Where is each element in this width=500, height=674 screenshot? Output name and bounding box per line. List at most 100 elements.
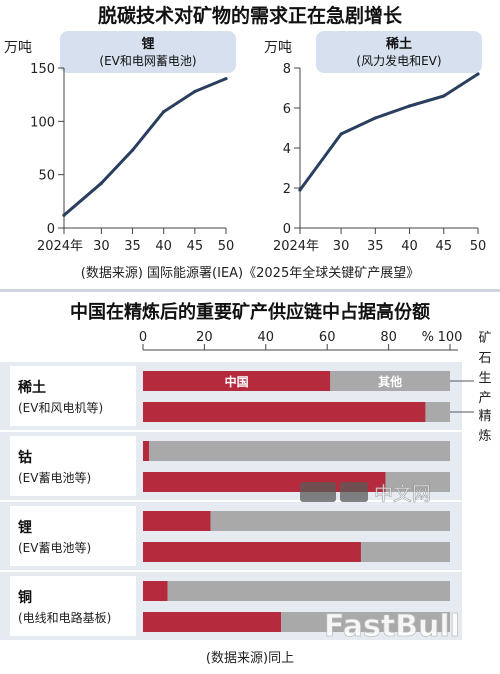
data-point	[339, 132, 343, 136]
x-tick-label: 35	[124, 239, 141, 254]
y-tick-label: 0	[283, 222, 291, 237]
mineral-label-box	[10, 436, 136, 496]
mineral-name: 铜	[18, 589, 32, 606]
refining-other-bar	[281, 612, 450, 632]
chart-subtitle: (EV和电网蓄电池)	[99, 54, 196, 68]
data-point	[407, 104, 412, 108]
mineral-desc: (EV蓄电池等)	[18, 471, 91, 485]
mineral-desc: (电线和电路基板)	[18, 610, 111, 625]
y-axis-unit: 万吨	[4, 40, 32, 56]
data-point	[373, 116, 377, 120]
right-label-refining-char: 炼	[478, 429, 491, 444]
chart-title: 稀土	[386, 36, 412, 52]
y-tick-label: 0	[47, 222, 55, 237]
refining-china-bar	[143, 612, 282, 632]
bottom-title: 中国在精炼后的重要矿产供应链中占据高份额	[70, 301, 430, 323]
mineral-name: 锂	[18, 519, 32, 536]
x-tick-label: 2024年	[273, 239, 319, 254]
mineral-desc: (EV和风电机等)	[18, 401, 103, 415]
y-tick-label: 6	[283, 102, 291, 117]
data-point	[224, 77, 228, 81]
x-tick-label: 45	[435, 239, 452, 254]
fastbull-watermark: FastBull	[324, 609, 460, 644]
section-divider	[0, 289, 500, 292]
x-tick-label: 20	[196, 330, 213, 345]
mining-other-bar	[149, 441, 450, 461]
top-source: (数据来源) 国际能源署(IEA)《2025年全球关键矿产展望》	[81, 265, 419, 281]
top-title: 脱碳技术对矿物的需求正在急剧增长	[98, 4, 403, 27]
mining-china-bar	[143, 511, 211, 531]
mineral-group-1: 钴 (EV蓄电池等)	[0, 432, 462, 500]
mineral-label-box	[10, 506, 136, 566]
bottom-source: (数据来源)同上	[206, 651, 294, 666]
chart-header-panel	[316, 31, 482, 73]
x-tick-label: 80	[380, 330, 397, 345]
refining-china-bar	[143, 542, 361, 562]
mineral-desc: (EV蓄电池等)	[18, 541, 91, 555]
chart-header-panel	[60, 31, 236, 73]
x-tick-label: 50	[218, 239, 235, 254]
data-point	[476, 72, 480, 76]
right-label-refining: 精炼	[478, 409, 491, 444]
right-label-mining-char: 生	[478, 371, 491, 386]
mining-other-bar	[330, 371, 450, 391]
right-label-mining-char: 矿	[478, 331, 491, 346]
y-tick-label: 4	[283, 142, 291, 157]
data-point	[99, 181, 103, 185]
chart-title: 锂	[141, 36, 154, 52]
refining-china-bar	[143, 402, 426, 422]
x-tick-label: 50	[470, 239, 487, 254]
data-point	[298, 188, 302, 192]
chart-subtitle: (风力发电和EV)	[356, 53, 441, 68]
x-tick-label: 40	[155, 239, 172, 254]
y-tick-label: 150	[30, 62, 55, 77]
y-axis-unit: 万吨	[264, 40, 292, 56]
refining-other-bar	[360, 542, 450, 562]
refining-other-bar	[385, 472, 450, 492]
mineral-label-box	[10, 366, 136, 426]
mineral-group-2: 锂 (EV蓄电池等)	[0, 502, 462, 570]
data-point	[442, 94, 446, 98]
right-label-mining-char: 石	[478, 351, 491, 366]
supply-chain-bar-chart: 0 20 40 60 80 100% 稀土 (EV和风电机等) 中国 其他钴 (EV蓄电池等) 锂 (E…	[0, 330, 492, 640]
demand-series-line	[298, 72, 480, 192]
x-tick-label: 35	[367, 239, 384, 254]
legend-china-label: 中国	[225, 374, 249, 389]
x-tick-label: 30	[333, 239, 350, 254]
data-point	[193, 89, 197, 94]
y-tick-label: 8	[283, 62, 291, 77]
mining-other-bar	[210, 511, 450, 531]
nikkei-watermark: 中文网	[300, 482, 431, 505]
mineral-group-0: 稀土 (EV和风电机等) 中国 其他	[0, 362, 474, 430]
x-tick-label: 30	[93, 239, 110, 254]
right-label-refining-char: 精	[478, 409, 491, 424]
right-label-mining-char: 产	[478, 391, 491, 406]
mining-china-bar	[143, 441, 150, 461]
data-point	[162, 110, 166, 114]
mineral-group-3: 铜 (电线和电路基板)	[0, 572, 462, 640]
mineral-name: 钴	[18, 449, 32, 466]
data-point	[62, 213, 66, 217]
data-point	[130, 148, 135, 152]
x-tick-label: 40	[258, 330, 275, 345]
line-chart-0: 锂 (EV和电网蓄电池) 万吨 0 50 100 150 2024年 30 35 40 45 50	[4, 31, 236, 254]
x-tick-label: 45	[187, 239, 204, 254]
nikkei-logo-mark	[300, 482, 336, 502]
y-tick-label: 100	[30, 115, 55, 130]
mining-other-bar	[167, 581, 450, 601]
y-tick-label: 2	[283, 182, 291, 197]
demand-series-line	[62, 77, 228, 217]
x-unit-label: %	[422, 330, 434, 345]
x-tick-label: 60	[319, 330, 336, 345]
mineral-label-box	[10, 576, 136, 636]
x-tick-label: 2024年	[37, 239, 83, 254]
refining-other-bar	[425, 402, 450, 422]
x-tick-label: 40	[401, 239, 418, 254]
legend-other-label: 其他	[378, 374, 402, 389]
mineral-name: 稀土	[18, 379, 46, 396]
nikkei-logo-mark-2	[340, 482, 368, 502]
mining-china-bar	[143, 371, 331, 391]
line-chart-1: 稀土(风力发电和EV) 万吨 0 2 4 6 8 2024年 30 35 40 45 50	[264, 31, 486, 254]
